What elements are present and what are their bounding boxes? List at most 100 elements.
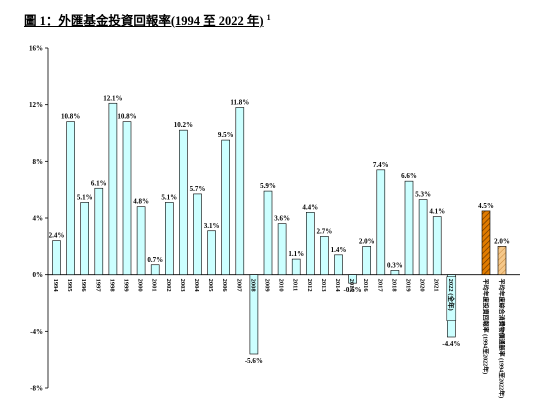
bar-20 <box>320 236 329 275</box>
category-label-11: 2004 <box>193 279 200 293</box>
value-label-28: 4.1% <box>429 208 445 216</box>
value-label-11: 5.7% <box>190 185 206 193</box>
value-label-5: 12.1% <box>103 94 122 102</box>
category-label-2: 1995 <box>66 279 73 293</box>
category-label-4: 1997 <box>94 279 101 293</box>
value-label-27: 5.3% <box>415 191 431 199</box>
value-label-14: 11.8% <box>230 99 249 107</box>
bar-26 <box>404 180 414 275</box>
category-label-box-2022: 2022 (全年) <box>446 276 457 321</box>
bar-24 <box>376 169 386 275</box>
bar-2 <box>66 121 75 275</box>
bar-12 <box>207 230 216 275</box>
bar-16 <box>263 190 273 275</box>
y-tick-label: 12% <box>29 101 43 109</box>
bar-21 <box>334 254 343 275</box>
chart-title: 圖 1：外匯基金投資回報率(1994 至 2022 年) <box>24 14 264 28</box>
bar-23 <box>362 246 372 275</box>
value-label-18: 1.1% <box>288 250 304 258</box>
value-label-1: 2.4% <box>49 232 65 240</box>
bar-25 <box>390 270 400 275</box>
y-tick-label: 4% <box>33 215 44 223</box>
value-label-22: -0.6% <box>344 286 362 294</box>
avg-return-label: 平均年度投資回報率 (1994至2022年) <box>482 279 490 375</box>
value-label-13: 9.5% <box>218 131 234 139</box>
category-label-18: 2011 <box>292 279 299 292</box>
category-label-15: 2008 <box>249 279 256 293</box>
bar-6 <box>122 121 132 275</box>
bar-13 <box>221 139 230 275</box>
avg-inflation-bar <box>497 246 507 275</box>
avg-return-value-label: 4.5% <box>478 202 494 210</box>
category-label-1: 1994 <box>52 279 59 293</box>
bar-28 <box>432 216 442 275</box>
bar-15 <box>249 274 259 355</box>
y-tick-label: -4% <box>30 328 43 336</box>
category-label-12: 2005 <box>207 279 214 293</box>
value-label-16: 5.9% <box>260 182 276 190</box>
value-label-12: 3.1% <box>204 222 220 230</box>
avg-inflation-label: 平均年度綜合消費物價通脹率 (1994至2022年) <box>498 279 506 399</box>
category-label-7: 2000 <box>137 279 144 292</box>
bar-10 <box>179 129 188 275</box>
value-label-21: 1.4% <box>331 246 347 254</box>
value-label-10: 10.2% <box>174 121 193 129</box>
bar-8 <box>150 264 160 275</box>
y-tick-label: 16% <box>29 45 43 53</box>
category-label-22: 2015 <box>348 279 355 293</box>
category-label-10: 2003 <box>179 279 186 293</box>
chart-title-block: 圖 1：外匯基金投資回報率(1994 至 2022 年) 1 <box>24 10 271 29</box>
category-label-9: 2002 <box>165 279 172 292</box>
value-label-19: 4.4% <box>302 203 318 211</box>
avg-return-bar <box>481 210 491 275</box>
category-label-6: 1999 <box>123 279 130 293</box>
bar-17 <box>277 223 287 275</box>
bar-11 <box>193 193 202 275</box>
category-label-box <box>446 276 457 321</box>
category-label-3: 1996 <box>80 279 87 293</box>
category-label-14: 2007 <box>235 279 242 293</box>
value-label-3: 5.1% <box>77 193 93 201</box>
category-label-21: 2014 <box>334 279 341 293</box>
value-label-2: 10.8% <box>61 113 80 121</box>
bar-9 <box>165 202 174 275</box>
category-label-29: 2022 (全年) <box>447 279 456 311</box>
y-tick-label: -8% <box>30 385 43 393</box>
category-label-16: 2009 <box>264 279 271 293</box>
value-label-8: 0.7% <box>147 256 163 264</box>
value-label-17: 3.6% <box>274 215 290 223</box>
value-label-23: 2.0% <box>359 237 375 245</box>
bar-19 <box>305 212 315 275</box>
footnote-marker: 1 <box>266 12 271 22</box>
bar-27 <box>418 199 428 275</box>
category-label-20: 2013 <box>320 279 327 293</box>
category-label-28: 2021 <box>433 279 440 292</box>
value-label-24: 7.4% <box>373 161 389 169</box>
category-label-13: 2006 <box>221 279 228 293</box>
y-tick-label: 8% <box>33 158 44 166</box>
bar-14 <box>235 107 245 275</box>
value-label-29: -4.4% <box>442 340 460 348</box>
bar-1 <box>52 240 61 275</box>
bar-22 <box>348 274 357 284</box>
category-label-5: 1998 <box>108 279 115 293</box>
category-label-24: 2017 <box>376 279 383 293</box>
bar-4 <box>94 187 104 275</box>
category-label-17: 2010 <box>278 279 285 292</box>
category-label-25: 2018 <box>390 279 397 293</box>
value-label-25: 0.3% <box>387 261 403 269</box>
data-labels: 2.4% 1994 10.8% 1995 5.1% 1996 6.1% 1997 12.1% 19… <box>49 94 510 398</box>
category-label-8: 2001 <box>151 279 158 292</box>
value-label-7: 4.8% <box>133 198 149 206</box>
category-label-27: 2020 <box>419 279 426 292</box>
bar-18 <box>291 258 301 275</box>
value-label-15: -5.6% <box>245 357 263 365</box>
category-label-26: 2019 <box>405 279 412 293</box>
category-label-23: 2016 <box>362 279 369 293</box>
value-label-6: 10.8% <box>117 113 136 121</box>
bar-3 <box>80 202 89 275</box>
value-label-26: 6.6% <box>401 172 417 180</box>
bars <box>52 102 507 355</box>
category-label-19: 2012 <box>306 279 313 292</box>
